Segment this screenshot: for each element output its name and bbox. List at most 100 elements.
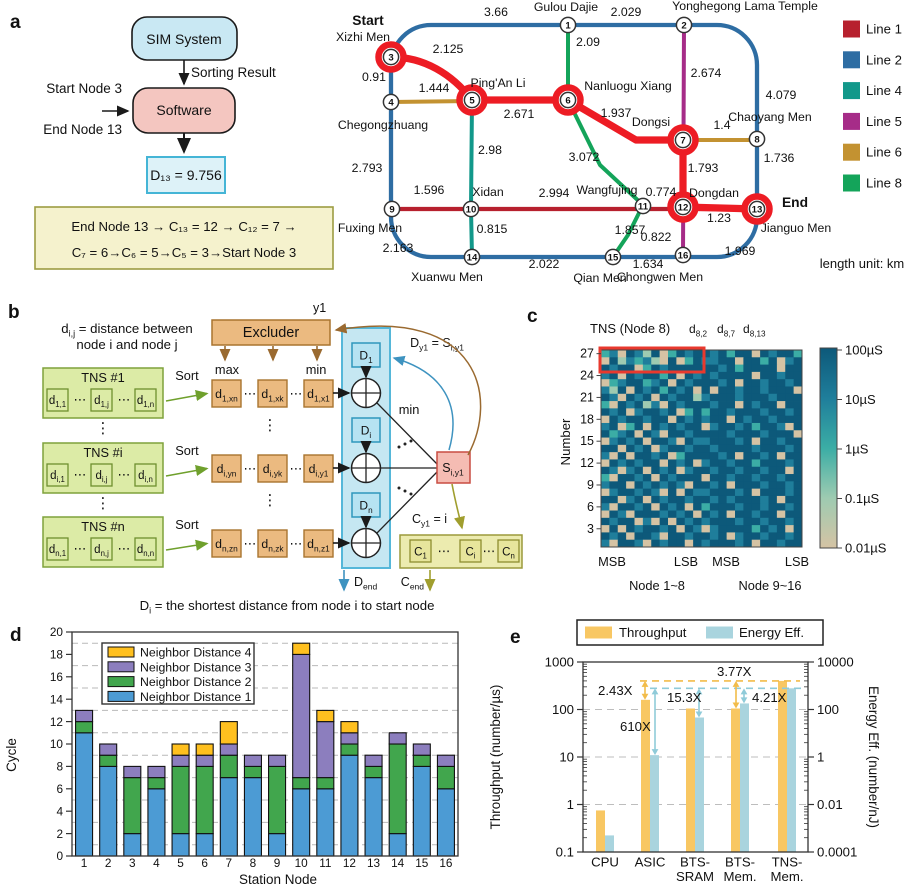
y-tick-label: 0 bbox=[56, 849, 63, 863]
distance-label: 1.937 bbox=[601, 106, 632, 120]
heatmap-cell bbox=[668, 539, 677, 548]
heatmap-cell bbox=[659, 437, 669, 446]
heatmap-cell bbox=[768, 517, 778, 526]
heatmap-cell bbox=[642, 495, 652, 504]
arrowhead bbox=[695, 688, 703, 695]
heatmap-cell bbox=[751, 444, 761, 453]
heatmap-cell bbox=[785, 510, 795, 519]
sorted-cell bbox=[303, 454, 334, 483]
bar-segment bbox=[195, 743, 214, 756]
heatmap-cell bbox=[751, 539, 761, 548]
distance-label: 2.994 bbox=[539, 186, 570, 200]
heatmap-cell bbox=[793, 525, 803, 533]
tns-group-title: TNS #1 bbox=[81, 370, 124, 385]
heatmap-cell bbox=[743, 503, 753, 511]
heatmap-cell bbox=[668, 371, 677, 380]
arrowhead bbox=[695, 711, 703, 718]
heatmap-cell bbox=[760, 393, 769, 402]
heatmap-cell bbox=[726, 437, 736, 446]
x-tick-label: 5 bbox=[177, 856, 184, 870]
bar-segment bbox=[147, 765, 166, 779]
arrowhead bbox=[641, 693, 649, 700]
heatmap-cell bbox=[668, 386, 677, 395]
heatmap-cell bbox=[693, 466, 702, 475]
heatmap-cell bbox=[776, 481, 786, 490]
heatmap-cell bbox=[651, 415, 661, 424]
tns-cell-label: d1,1 bbox=[49, 395, 66, 409]
tns-cell bbox=[46, 463, 69, 487]
heatmap-cell bbox=[668, 379, 677, 387]
heatmap-cell bbox=[726, 371, 736, 380]
heatmap-cell bbox=[735, 525, 744, 533]
bar-segment bbox=[75, 721, 94, 734]
vertical-ellipsis: ⋮ bbox=[96, 420, 111, 437]
y-tick-label: 18 bbox=[580, 412, 594, 426]
heatmap-cell bbox=[726, 422, 736, 431]
d-register-box bbox=[351, 492, 381, 518]
heatmap-cell bbox=[634, 408, 644, 417]
heatmap-cell bbox=[651, 503, 661, 511]
station-node bbox=[463, 248, 481, 266]
heatmap-cell bbox=[634, 386, 644, 395]
heatmap-cell bbox=[659, 364, 669, 373]
heatmap-cell bbox=[676, 386, 686, 395]
heatmap-cell bbox=[609, 495, 619, 504]
heatmap-cell bbox=[776, 452, 786, 460]
heatmap-cell bbox=[642, 437, 652, 446]
heatmap-cell bbox=[684, 371, 694, 380]
heatmap-cell bbox=[668, 422, 677, 431]
station-name: Dongsi bbox=[632, 115, 670, 129]
distance-label: 2.029 bbox=[611, 5, 642, 19]
heatmap-cell bbox=[676, 430, 686, 438]
heatmap-cell bbox=[735, 430, 744, 438]
heatmap-cell bbox=[785, 437, 795, 446]
heatmap-cell bbox=[684, 488, 694, 497]
left-tick-label: 100 bbox=[552, 702, 574, 717]
x-tick-label: 14 bbox=[391, 856, 405, 870]
heatmap-cell bbox=[768, 466, 778, 475]
heatmap-cell bbox=[718, 532, 728, 541]
heatmap-cell bbox=[659, 444, 669, 453]
heatmap-cell bbox=[659, 430, 669, 438]
heatmap-cell bbox=[634, 532, 644, 541]
distance-label: 3.072 bbox=[569, 150, 600, 164]
heatmap-cell bbox=[760, 386, 769, 395]
panel-a-flowchart: SIM System Sorting Result Start Node 3 E… bbox=[34, 16, 334, 270]
heatmap-cell bbox=[793, 488, 803, 497]
heatmap-cell bbox=[760, 459, 769, 468]
heatmap-cell bbox=[642, 386, 652, 395]
cy1-equation: Cy1 = i bbox=[412, 512, 447, 529]
heatmap-cell bbox=[785, 386, 795, 395]
heatmap-cell bbox=[726, 408, 736, 417]
shortest-path-highlight bbox=[387, 53, 761, 213]
station-name: Yonghegong Lama Temple bbox=[672, 0, 818, 13]
heatmap-cell bbox=[601, 525, 610, 533]
heatmap-cell bbox=[735, 393, 744, 402]
sorted-cell-label: d1,xk bbox=[261, 387, 284, 403]
heatmap-cell bbox=[626, 495, 635, 504]
heatmap-cell bbox=[760, 488, 769, 497]
heatmap-cell bbox=[684, 539, 694, 548]
heatmap-cell bbox=[659, 386, 669, 395]
heatmap-cell bbox=[760, 517, 769, 526]
ellipsis: ⋯ bbox=[244, 386, 257, 401]
heatmap-cell bbox=[659, 525, 669, 533]
heatmap-cell bbox=[601, 459, 610, 468]
heatmap-cell bbox=[735, 481, 744, 490]
heatmap-cell bbox=[609, 532, 619, 541]
heatmap-cell bbox=[693, 364, 702, 373]
note-distance-def2: node i and node j bbox=[76, 337, 177, 352]
heatmap-cell bbox=[718, 357, 728, 365]
heatmap-cell bbox=[751, 422, 761, 431]
heatmap-cell bbox=[634, 503, 644, 511]
x-group-label: Node 9~16 bbox=[739, 578, 802, 593]
left-axis-label: Throughput (number/µs) bbox=[488, 685, 503, 830]
station-name: Wangfujing bbox=[576, 183, 637, 197]
heatmap-cell bbox=[684, 430, 694, 438]
heatmap-cell bbox=[743, 517, 753, 526]
heatmap-cell bbox=[718, 422, 728, 431]
station-name: Gulou Dajie bbox=[534, 0, 598, 14]
bar-segment bbox=[316, 709, 335, 723]
heatmap-cell bbox=[751, 386, 761, 395]
heatmap-cell bbox=[701, 444, 711, 453]
